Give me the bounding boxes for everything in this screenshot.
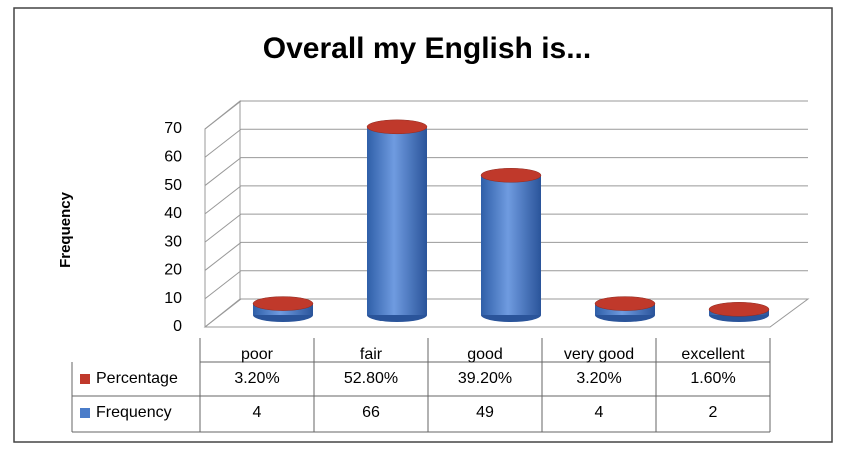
y-tick-label: 0: [173, 318, 182, 335]
table-value: 3.20%: [576, 370, 621, 387]
x-tick-label: excellent: [681, 346, 745, 363]
x-tick-label: poor: [241, 346, 274, 363]
grid-line: [204, 157, 808, 186]
cylinder-top: [480, 168, 542, 183]
y-tick-label: 10: [164, 290, 182, 307]
grid-line: [204, 100, 808, 130]
grid-line: [204, 128, 808, 158]
cylinder-top: [252, 296, 314, 311]
x-tick-label: good: [467, 346, 503, 363]
grid-line: [204, 185, 808, 215]
legend-label: Frequency: [96, 404, 172, 421]
legend-swatch: [80, 408, 90, 418]
table-value: 4: [253, 404, 262, 421]
bar: [481, 176, 541, 315]
y-tick-label: 30: [164, 233, 182, 250]
table-value: 52.80%: [344, 370, 398, 387]
y-tick-label: 20: [164, 262, 182, 279]
chart-title: Overall my English is...: [263, 32, 591, 65]
y-tick-label: 40: [164, 205, 182, 222]
table-value: 2: [709, 404, 718, 421]
x-tick-label: fair: [360, 346, 383, 363]
x-tick-label: very good: [564, 346, 634, 363]
grid-line: [204, 241, 808, 271]
y-tick-label: 60: [164, 149, 182, 166]
cylinder-top: [594, 296, 656, 311]
cylinder-top: [366, 119, 428, 135]
grid-line: [204, 270, 808, 300]
legend-label: Percentage: [96, 370, 178, 387]
legend-swatch: [80, 374, 90, 384]
bar: [367, 128, 427, 315]
table-value: 1.60%: [690, 370, 735, 387]
table-value: 4: [595, 404, 604, 421]
grid-line: [204, 213, 808, 243]
cylinder-top: [708, 302, 770, 317]
y-axis-title: Frequency: [57, 191, 74, 268]
table-value: 39.20%: [458, 370, 512, 387]
y-tick-label: 50: [164, 177, 182, 194]
y-tick-label: 70: [164, 120, 182, 137]
table-value: 66: [362, 404, 380, 421]
table-value: 3.20%: [234, 370, 279, 387]
table-value: 49: [476, 404, 494, 421]
